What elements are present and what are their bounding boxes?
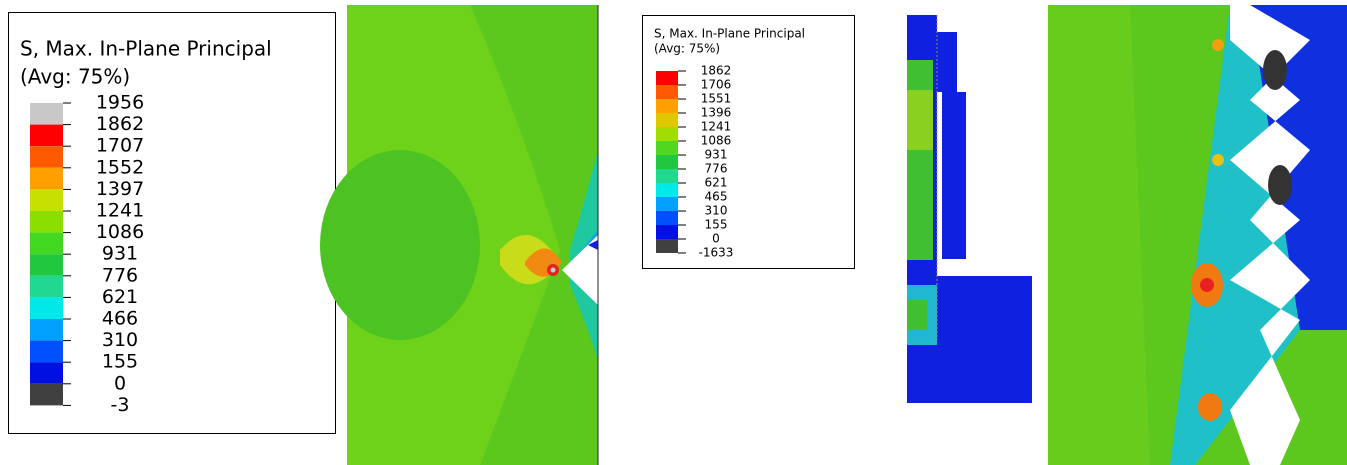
legend-label: 1707 — [96, 135, 144, 157]
contour-plot-assembly — [907, 15, 1032, 403]
legend-swatch — [656, 141, 678, 155]
legend-swatch — [30, 103, 63, 125]
legend-label: -1633 — [699, 246, 734, 260]
legend-label: 1086 — [96, 221, 144, 243]
contour-plot-notch — [320, 5, 598, 465]
legend-label: 155 — [102, 351, 138, 373]
legend-label: 155 — [705, 218, 728, 232]
legend-label: 466 — [102, 308, 138, 330]
legend-swatch — [656, 225, 678, 239]
legend-swatch — [656, 239, 678, 253]
legend-swatch — [30, 211, 63, 233]
legend-label: 621 — [705, 176, 728, 190]
legend-swatch — [30, 146, 63, 168]
legend-swatch — [656, 127, 678, 141]
legend-swatch — [656, 85, 678, 99]
legend-label: 1241 — [96, 200, 144, 222]
legend-swatch — [30, 276, 63, 298]
legend-title: (Avg: 75%) — [654, 42, 720, 56]
legend-label: 1862 — [96, 113, 144, 135]
legend-swatch — [656, 113, 678, 127]
legend-label: 776 — [705, 162, 728, 176]
legend-label: 0 — [114, 372, 126, 394]
legend-label: 0 — [712, 232, 720, 246]
legend-label: 1706 — [701, 78, 732, 92]
legend-label: 931 — [102, 243, 138, 265]
legend-label: 310 — [102, 329, 138, 351]
legend-label: 1551 — [701, 92, 732, 106]
legend-swatch — [30, 168, 63, 190]
legend-label: 1241 — [701, 120, 732, 134]
legend-label: -3 — [111, 394, 130, 416]
legend-swatch — [656, 211, 678, 225]
legend-label: 621 — [102, 286, 138, 308]
legend-label: 931 — [705, 148, 728, 162]
legend-swatch — [656, 169, 678, 183]
legend-swatch — [30, 384, 63, 406]
screenshot: S, Max. In-Plane Principal(Avg: 75%)1956… — [0, 0, 1347, 465]
legend-label: 465 — [705, 190, 728, 204]
legend-swatch — [656, 99, 678, 113]
legend-label: 1862 — [701, 64, 732, 78]
legend-swatch — [30, 341, 63, 363]
legend-swatch — [30, 254, 63, 276]
legend-title: S, Max. In-Plane Principal — [20, 37, 272, 61]
legend-swatch — [30, 297, 63, 319]
legend-label: 1956 — [96, 92, 144, 114]
legend-swatch — [656, 197, 678, 211]
legend-label: 1397 — [96, 178, 144, 200]
legend-swatch — [30, 189, 63, 211]
legend-swatch — [30, 233, 63, 255]
legend-label: 310 — [705, 204, 728, 218]
legend-swatch — [656, 155, 678, 169]
legend-swatch — [656, 71, 678, 85]
legend-label: 776 — [102, 264, 138, 286]
legend-label: 1396 — [701, 106, 732, 120]
legend-swatch — [30, 125, 63, 147]
legend-title: S, Max. In-Plane Principal — [654, 27, 805, 41]
legend-label: 1552 — [96, 156, 144, 178]
legend-label: 1086 — [701, 134, 732, 148]
legend-swatch — [30, 362, 63, 384]
contour-plot-thread — [1048, 5, 1347, 465]
legend-swatch — [30, 319, 63, 341]
legend-title: (Avg: 75%) — [20, 65, 130, 89]
legend-swatch — [656, 183, 678, 197]
